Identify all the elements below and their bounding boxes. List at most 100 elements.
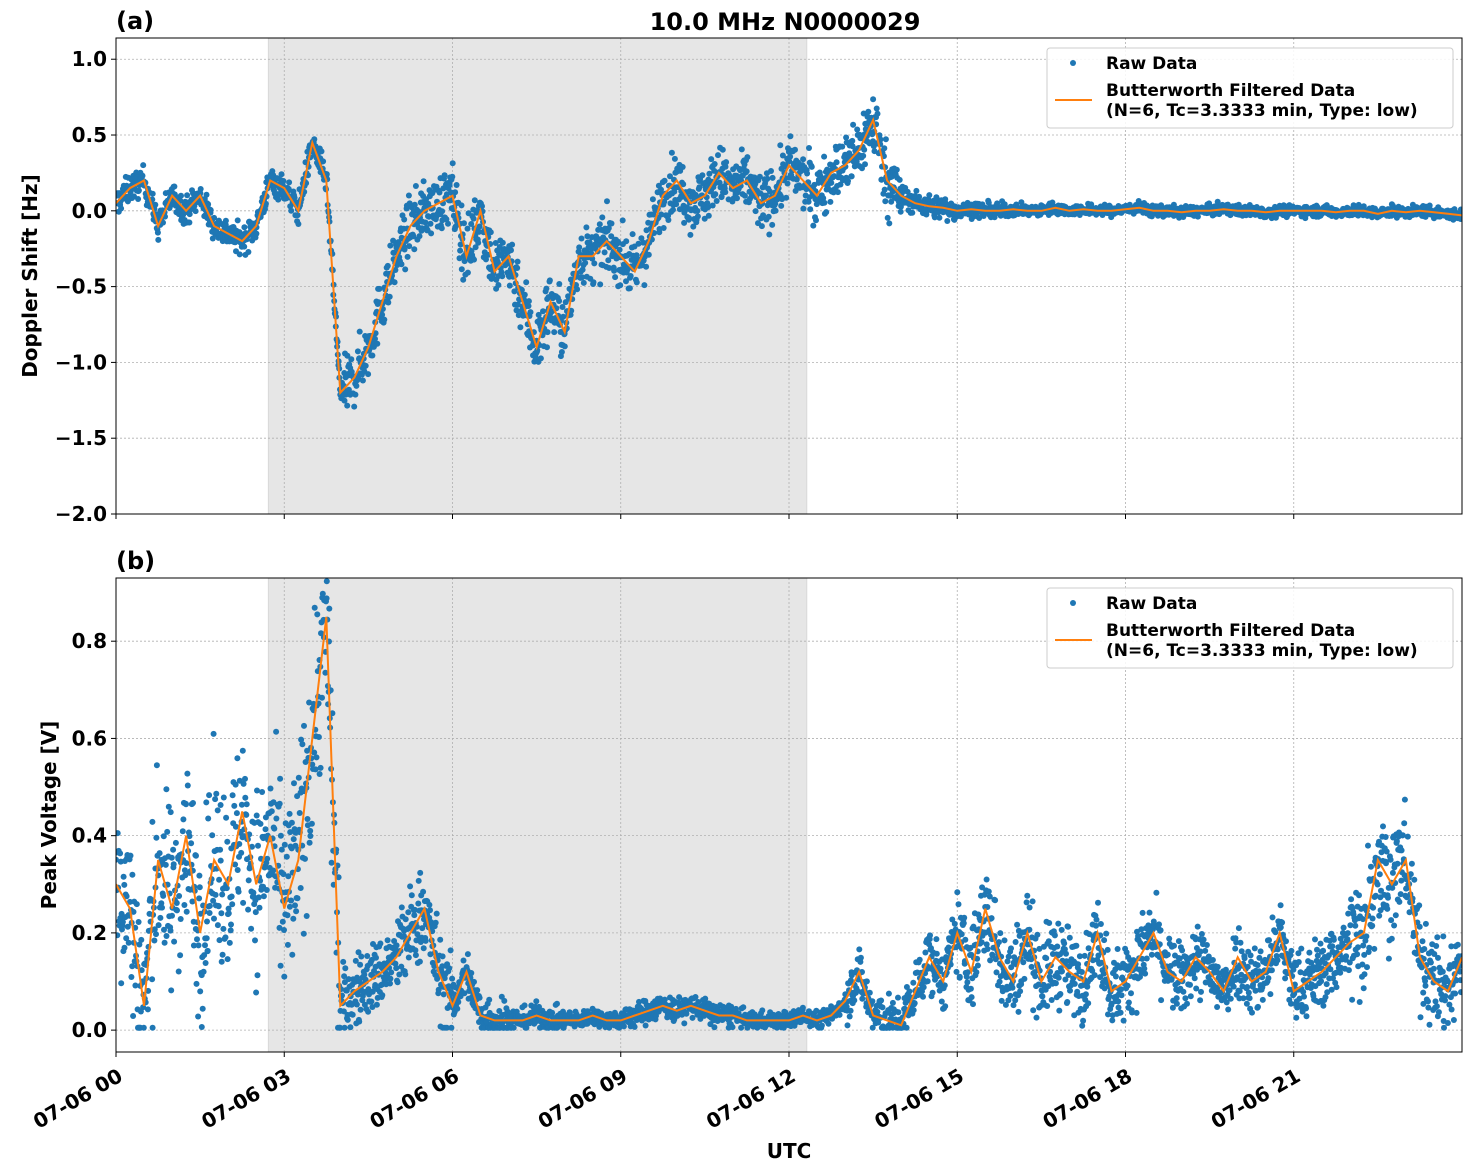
raw-data-point (650, 196, 656, 202)
raw-data-point (433, 920, 439, 926)
raw-data-point (591, 260, 597, 266)
raw-data-point (374, 1002, 380, 1008)
raw-data-point (526, 298, 532, 304)
raw-data-point (218, 858, 224, 864)
raw-data-point (291, 836, 297, 842)
raw-data-point (440, 953, 446, 959)
raw-data-point (169, 855, 175, 861)
raw-data-point (178, 916, 184, 922)
raw-data-point (268, 786, 274, 792)
raw-data-point (602, 249, 608, 255)
raw-data-point (145, 1006, 151, 1012)
raw-data-point (405, 909, 411, 915)
raw-data-point (277, 801, 283, 807)
raw-data-point (324, 578, 330, 584)
raw-data-point (203, 960, 209, 966)
y-tick-label: −0.5 (55, 275, 107, 299)
raw-data-point (128, 853, 134, 859)
raw-data-point (171, 861, 177, 867)
raw-data-point (170, 847, 176, 853)
raw-data-point (164, 829, 170, 835)
raw-data-point (810, 223, 816, 229)
raw-data-point (194, 936, 200, 942)
raw-data-point (708, 156, 714, 162)
raw-data-point (228, 927, 234, 933)
raw-data-point (155, 237, 161, 243)
raw-data-point (448, 947, 454, 953)
raw-data-point (354, 1002, 360, 1008)
raw-data-point (135, 196, 141, 202)
raw-data-point (240, 900, 246, 906)
raw-data-point (849, 173, 855, 179)
raw-data-point (209, 832, 215, 838)
raw-data-point (495, 282, 501, 288)
raw-data-point (270, 868, 276, 874)
raw-data-point (465, 270, 471, 276)
raw-data-point (686, 215, 692, 221)
raw-data-point (320, 568, 326, 574)
raw-data-point (253, 990, 259, 996)
raw-data-point (130, 1013, 136, 1019)
raw-data-point (211, 731, 217, 737)
raw-data-point (839, 144, 845, 150)
raw-data-point (204, 192, 210, 198)
raw-data-point (149, 976, 155, 982)
raw-data-point (235, 217, 241, 223)
raw-data-point (361, 972, 367, 978)
raw-data-point (155, 230, 161, 236)
raw-data-point (205, 948, 211, 954)
raw-data-point (257, 905, 263, 911)
raw-data-point (193, 208, 199, 214)
raw-data-point (411, 246, 417, 252)
raw-data-point (681, 1020, 687, 1026)
raw-data-point (538, 355, 544, 361)
raw-data-point (238, 850, 244, 856)
raw-data-point (304, 913, 310, 919)
raw-data-point (365, 371, 371, 377)
raw-data-point (282, 842, 288, 848)
raw-data-point (181, 902, 187, 908)
raw-data-point (286, 179, 292, 185)
raw-data-point (215, 807, 221, 813)
raw-data-point (156, 922, 162, 928)
raw-data-point (694, 208, 700, 214)
raw-data-point (223, 218, 229, 224)
raw-data-point (213, 791, 219, 797)
raw-data-point (509, 242, 515, 248)
raw-data-point (289, 820, 295, 826)
raw-data-point (597, 281, 603, 287)
raw-data-point (295, 895, 301, 901)
raw-data-point (291, 780, 297, 786)
raw-data-point (599, 214, 605, 220)
raw-data-point (280, 919, 286, 925)
raw-data-point (176, 969, 182, 975)
raw-data-point (412, 202, 418, 208)
raw-data-point (522, 292, 528, 298)
raw-data-point (769, 222, 775, 228)
raw-data-point (417, 233, 423, 239)
y-tick-label: −2.0 (55, 502, 107, 526)
raw-data-point (449, 174, 455, 180)
raw-data-point (166, 804, 172, 810)
raw-data-point (511, 1025, 517, 1031)
raw-data-point (428, 230, 434, 236)
raw-data-point (766, 232, 772, 238)
raw-data-point (193, 853, 199, 859)
raw-data-point (234, 755, 240, 761)
raw-data-point (699, 172, 705, 178)
raw-data-point (180, 828, 186, 834)
raw-data-point (237, 251, 243, 257)
raw-data-point (773, 208, 779, 214)
raw-data-point (609, 221, 615, 227)
raw-data-point (194, 981, 200, 987)
raw-data-point (197, 988, 203, 994)
raw-data-point (479, 203, 485, 209)
raw-data-point (242, 795, 248, 801)
raw-data-point (278, 833, 284, 839)
raw-data-point (416, 878, 422, 884)
raw-data-point (344, 403, 350, 409)
raw-data-point (759, 223, 765, 229)
raw-data-point (314, 754, 320, 760)
raw-data-point (342, 1025, 348, 1031)
raw-data-point (212, 796, 218, 802)
